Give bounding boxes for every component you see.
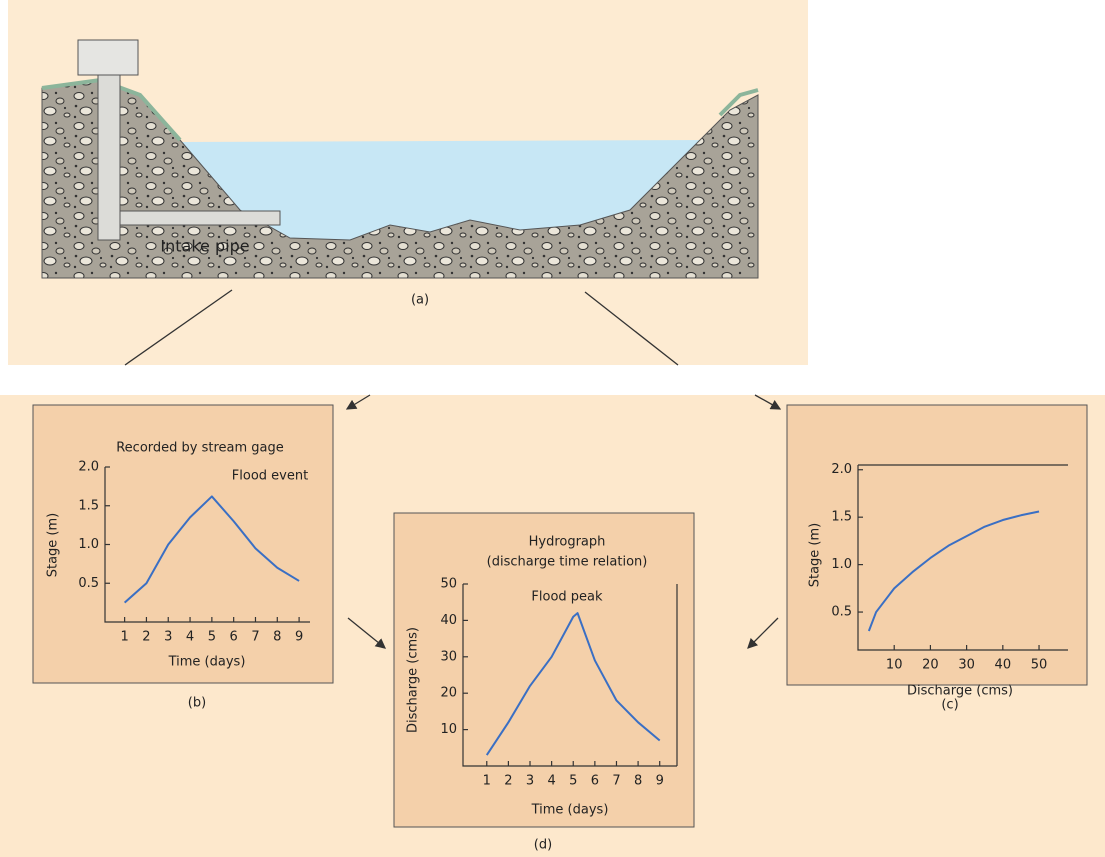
x-tick-label: 8 — [273, 630, 281, 645]
x-tick-label: 5 — [569, 774, 577, 789]
chart-subtitle: (discharge time relation) — [487, 555, 648, 570]
x-tick-label: 40 — [995, 658, 1012, 673]
x-tick-label: 1 — [120, 630, 128, 645]
caption: (d) — [534, 838, 552, 853]
x-tick-label: 8 — [634, 774, 642, 789]
x-tick-label: 50 — [1031, 658, 1048, 673]
x-tick-label: 9 — [656, 774, 664, 789]
chart-title: Hydrograph — [529, 535, 606, 550]
x-tick-label: 6 — [591, 774, 599, 789]
x-axis-label: Discharge (cms) — [907, 684, 1013, 699]
y-tick-label: 30 — [440, 649, 457, 664]
intake-pipe — [120, 211, 280, 225]
x-tick-label: 6 — [230, 630, 238, 645]
y-tick-label: 0.5 — [78, 576, 99, 591]
caption: (c) — [941, 698, 958, 713]
x-tick-label: 3 — [526, 774, 534, 789]
y-tick-label: 40 — [440, 613, 457, 628]
y-tick-label: 1.0 — [831, 557, 852, 572]
x-tick-label: 2 — [504, 774, 512, 789]
annotation: Flood event — [232, 469, 308, 484]
x-tick-label: 10 — [886, 658, 903, 673]
x-tick-label: 4 — [547, 774, 555, 789]
y-axis-label: Stage (m) — [46, 513, 61, 578]
annotation: Flood peak — [531, 590, 603, 605]
y-tick-label: 1.5 — [831, 510, 852, 525]
x-tick-label: 30 — [958, 658, 975, 673]
y-tick-label: 10 — [440, 722, 457, 737]
y-tick-label: 1.5 — [78, 498, 99, 513]
x-tick-label: 1 — [483, 774, 491, 789]
pipe-label: Intake pipe — [160, 237, 249, 256]
x-axis-label: Time (days) — [168, 655, 246, 670]
gauge-house — [78, 40, 138, 75]
diagram: Intake pipe (a) 1234567890.51.01.52.0Rec… — [0, 0, 1105, 857]
x-axis-label: Time (days) — [531, 803, 609, 818]
panel-c — [787, 405, 1087, 685]
x-tick-label: 7 — [251, 630, 259, 645]
x-tick-label: 20 — [922, 658, 939, 673]
x-tick-label: 7 — [612, 774, 620, 789]
y-axis-label: Stage (m) — [808, 523, 823, 588]
y-tick-label: 50 — [440, 577, 457, 592]
caption: (a) — [411, 293, 429, 308]
chart-title: Recorded by stream gage — [116, 441, 284, 456]
x-tick-label: 3 — [164, 630, 172, 645]
gauge-post — [98, 75, 120, 240]
y-tick-label: 0.5 — [831, 605, 852, 620]
x-tick-label: 4 — [186, 630, 194, 645]
caption: (b) — [188, 696, 206, 711]
y-tick-label: 2.0 — [78, 460, 99, 475]
x-tick-label: 9 — [295, 630, 303, 645]
x-tick-label: 2 — [142, 630, 150, 645]
y-axis-label: Discharge (cms) — [406, 627, 421, 733]
y-tick-label: 1.0 — [78, 537, 99, 552]
y-tick-label: 20 — [440, 686, 457, 701]
x-tick-label: 5 — [208, 630, 216, 645]
y-tick-label: 2.0 — [831, 462, 852, 477]
